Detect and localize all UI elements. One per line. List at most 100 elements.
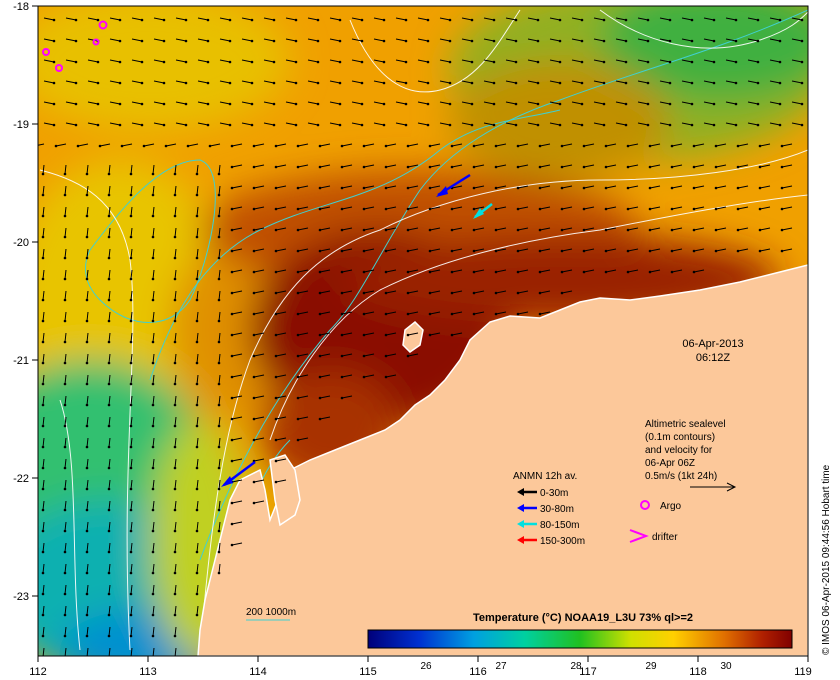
velocity-arrow-head xyxy=(538,165,542,169)
velocity-arrow xyxy=(285,80,297,84)
velocity-arrow xyxy=(42,374,45,385)
velocity-arrow-head xyxy=(173,508,177,512)
velocity-arrow xyxy=(527,80,539,84)
velocity-arrow-head xyxy=(360,123,364,127)
velocity-arrow-head xyxy=(230,144,234,148)
velocity-arrow-head xyxy=(646,60,650,64)
velocity-arrow-head xyxy=(800,39,804,43)
velocity-arrow-head xyxy=(228,39,232,43)
velocity-arrow-head xyxy=(514,60,518,64)
velocity-arrow-head xyxy=(52,102,56,106)
velocity-arrow xyxy=(781,185,793,189)
velocity-arrow xyxy=(86,353,89,364)
velocity-arrow xyxy=(407,248,419,252)
velocity-arrow xyxy=(747,17,759,21)
velocity-arrow-head xyxy=(129,235,133,239)
velocity-arrow-head xyxy=(756,102,760,106)
velocity-arrow-head xyxy=(151,361,155,365)
velocity-arrow xyxy=(319,416,331,420)
velocity-arrow-head xyxy=(173,487,177,491)
velocity-arrow-head xyxy=(338,60,342,64)
velocity-arrow xyxy=(605,206,617,210)
velocity-arrow-head xyxy=(96,18,100,22)
lat-tick-19: -19 xyxy=(13,119,29,131)
velocity-arrow xyxy=(495,311,507,315)
velocity-arrow-head xyxy=(580,123,584,127)
velocity-arrow xyxy=(152,374,155,385)
velocity-arrow-head xyxy=(778,102,782,106)
velocity-arrow xyxy=(109,38,121,42)
velocity-arrow xyxy=(329,38,341,42)
velocity-arrow xyxy=(42,227,45,238)
velocity-arrow-head xyxy=(736,207,740,211)
velocity-arrow-head xyxy=(602,102,606,106)
velocity-arrow-head xyxy=(252,228,256,232)
velocity-arrow-head xyxy=(494,270,498,274)
velocity-arrow xyxy=(42,164,45,175)
velocity-arrow xyxy=(42,563,45,574)
velocity-arrow xyxy=(152,542,155,553)
velocity-arrow xyxy=(55,143,67,147)
velocity-arrow-head xyxy=(362,228,366,232)
velocity-arrow-head xyxy=(362,144,366,148)
velocity-arrow-head xyxy=(580,60,584,64)
velocity-arrow-head xyxy=(338,123,342,127)
velocity-arrow xyxy=(218,206,221,217)
velocity-arrow xyxy=(241,38,253,42)
velocity-arrow-head xyxy=(217,382,221,386)
lat-tick-21: -21 xyxy=(13,355,29,367)
velocity-arrow-head xyxy=(96,102,100,106)
velocity-arrow-head xyxy=(604,144,608,148)
svg-text:06-Apr 06Z: 06-Apr 06Z xyxy=(645,458,695,469)
velocity-arrow xyxy=(671,143,683,147)
velocity-arrow-head xyxy=(52,123,56,127)
velocity-arrow xyxy=(152,584,155,595)
velocity-arrow-head xyxy=(274,375,278,379)
velocity-arrow xyxy=(130,437,133,448)
svg-text:0-30m: 0-30m xyxy=(540,488,568,499)
velocity-arrow xyxy=(64,458,67,469)
velocity-arrow xyxy=(218,416,221,427)
velocity-arrow-head xyxy=(646,18,650,22)
velocity-arrow-head xyxy=(758,249,762,253)
velocity-arrow xyxy=(297,248,309,252)
velocity-arrow-head xyxy=(230,312,234,316)
velocity-arrow xyxy=(615,80,627,84)
velocity-arrow-head xyxy=(406,270,410,274)
velocity-arrow xyxy=(196,584,199,595)
velocity-arrow-head xyxy=(85,214,89,218)
velocity-arrow-head xyxy=(250,39,254,43)
velocity-arrow xyxy=(174,458,177,469)
velocity-arrow xyxy=(152,479,155,490)
velocity-arrow-head xyxy=(494,228,498,232)
velocity-arrow-head xyxy=(692,186,696,190)
velocity-arrow xyxy=(473,206,485,210)
velocity-arrow xyxy=(539,269,551,273)
velocity-arrow xyxy=(583,227,595,231)
velocity-arrow xyxy=(109,59,121,63)
velocity-arrow-head xyxy=(538,291,542,295)
velocity-arrow xyxy=(637,80,649,84)
velocity-arrow-head xyxy=(173,613,177,617)
velocity-arrow xyxy=(231,164,243,168)
velocity-arrow-head xyxy=(340,228,344,232)
velocity-arrow-head xyxy=(428,249,432,253)
velocity-arrow xyxy=(747,59,759,63)
velocity-arrow-head xyxy=(734,123,738,127)
velocity-arrow-head xyxy=(107,214,111,218)
velocity-arrow xyxy=(747,38,759,42)
velocity-arrow xyxy=(108,500,111,511)
velocity-arrow xyxy=(461,17,473,21)
drifter-legend: drifter xyxy=(629,529,678,543)
velocity-arrow-head xyxy=(85,298,89,302)
velocity-arrow-head xyxy=(668,60,672,64)
velocity-arrow xyxy=(693,143,705,147)
velocity-arrow-head xyxy=(195,361,199,365)
velocity-arrow xyxy=(593,80,605,84)
velocity-arrow xyxy=(196,479,199,490)
velocity-arrow-head xyxy=(228,102,232,106)
velocity-arrow-head xyxy=(340,270,344,274)
velocity-arrow-head xyxy=(382,102,386,106)
velocity-arrow xyxy=(153,122,165,126)
velocity-arrow-head xyxy=(85,529,89,533)
